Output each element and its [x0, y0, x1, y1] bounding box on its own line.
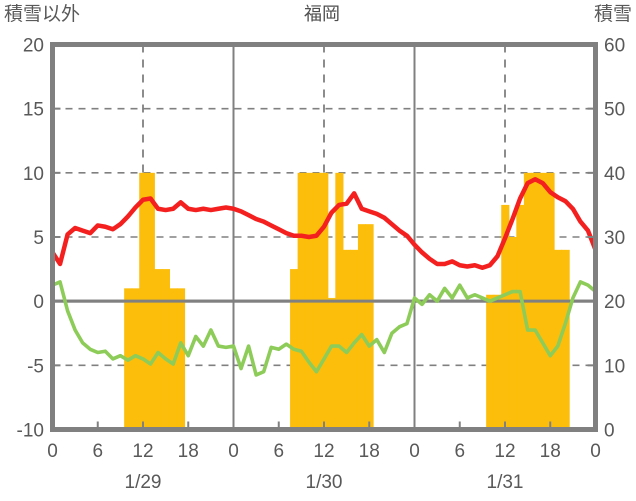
precipitation-bar [508, 237, 517, 430]
precipitation-bar [161, 269, 170, 430]
y-axis-left-tick-label: 20 [23, 36, 44, 57]
series-line-temperature [50, 177, 598, 271]
precipitation-bar [154, 269, 163, 430]
x-axis-tick-label: 6 [454, 441, 465, 462]
precipitation-bar [365, 224, 374, 430]
precipitation-bar [350, 249, 359, 430]
y-axis-right-tick-label: 20 [604, 292, 625, 313]
y-axis-right-tick-label: 0 [604, 421, 615, 442]
precipitation-bar [493, 294, 502, 430]
right-axis-caption: 積雪 [594, 3, 632, 25]
y-axis-right-tick-label: 40 [604, 164, 625, 185]
y-axis-left-tick-label: -10 [17, 421, 44, 442]
y-axis-right-tick-label: 30 [604, 228, 625, 249]
x-axis-day-label: 1/30 [306, 472, 343, 493]
x-axis-tick-label: 12 [494, 441, 515, 462]
precipitation-bar [342, 249, 351, 430]
x-axis-day-label: 1/29 [125, 472, 162, 493]
x-axis-tick-label: 18 [178, 441, 199, 462]
x-axis-tick-label: 18 [359, 441, 380, 462]
x-axis-tick-label: 0 [47, 441, 58, 462]
series-line-humidity [50, 280, 598, 377]
x-axis-tick-label: 12 [313, 441, 334, 462]
precipitation-bar [516, 204, 525, 430]
y-axis-right-tick-label: 60 [604, 36, 625, 57]
precipitation-bar [561, 249, 570, 430]
x-axis-day-label: 1/31 [487, 472, 524, 493]
precipitation-bar [357, 224, 367, 430]
y-axis-left-tick-label: 5 [33, 228, 44, 249]
x-axis-tick-label: 0 [228, 441, 239, 462]
x-axis-tick-label: 6 [273, 441, 284, 462]
y-axis-left-tick-label: 0 [33, 292, 44, 313]
x-axis-tick-label: 12 [132, 441, 153, 462]
y-axis-left-tick-label: -5 [27, 356, 44, 377]
precipitation-bar [327, 297, 336, 430]
y-axis-right-tick-label: 10 [604, 356, 625, 377]
precipitation-bar [486, 294, 495, 430]
left-axis-caption: 積雪以外 [4, 3, 80, 25]
precipitation-bar [501, 204, 510, 430]
precipitation-bar [131, 288, 140, 430]
y-axis-right-tick-label: 50 [604, 100, 625, 121]
x-axis-tick-label: 6 [92, 441, 103, 462]
y-axis-left-tick-label: 15 [23, 100, 44, 121]
y-axis-left-tick-label: 10 [23, 164, 44, 185]
x-axis-tick-label: 18 [540, 441, 561, 462]
x-axis-tick-label: 0 [409, 441, 420, 462]
chart-title: 福岡 [304, 4, 340, 24]
precipitation-bar [176, 288, 186, 430]
x-axis-tick-label: 0 [590, 441, 601, 462]
